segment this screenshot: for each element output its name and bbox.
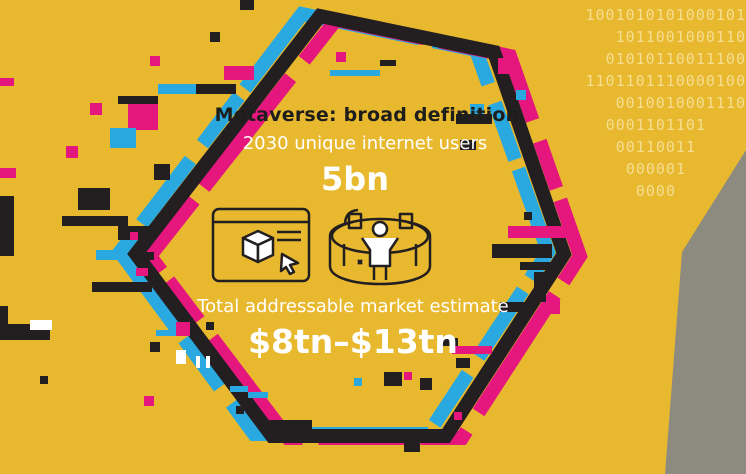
binary-line: 0010010001110 — [615, 94, 746, 112]
binary-line: 0001101101 — [605, 116, 706, 134]
binary-line: 1011001000110 — [615, 28, 746, 46]
binary-line: 1101101110000100 — [585, 72, 746, 90]
binary-background: 1001010101000101 1011001000110 010101100… — [486, 4, 746, 202]
cube-window-icon — [211, 207, 311, 283]
binary-line: 1001010101000101 — [585, 6, 746, 24]
binary-line: 01010110011100 — [605, 50, 746, 68]
binary-line: 000001 — [625, 160, 686, 178]
grey-shape — [665, 150, 746, 474]
binary-line: 0000 — [635, 182, 676, 200]
market-label: Total addressable market estimate — [197, 296, 509, 317]
binary-line: 00110011 — [615, 138, 696, 156]
glitch-bars — [0, 0, 568, 452]
users-label: 2030 unique internet users — [242, 133, 488, 154]
market-value: $8tn–$13tn — [248, 322, 458, 361]
heading: Metaverse: broad definition — [214, 104, 520, 126]
users-value: 5bn — [321, 160, 389, 198]
vr-person-icon — [328, 208, 432, 286]
hexagon-black — [127, 8, 572, 443]
